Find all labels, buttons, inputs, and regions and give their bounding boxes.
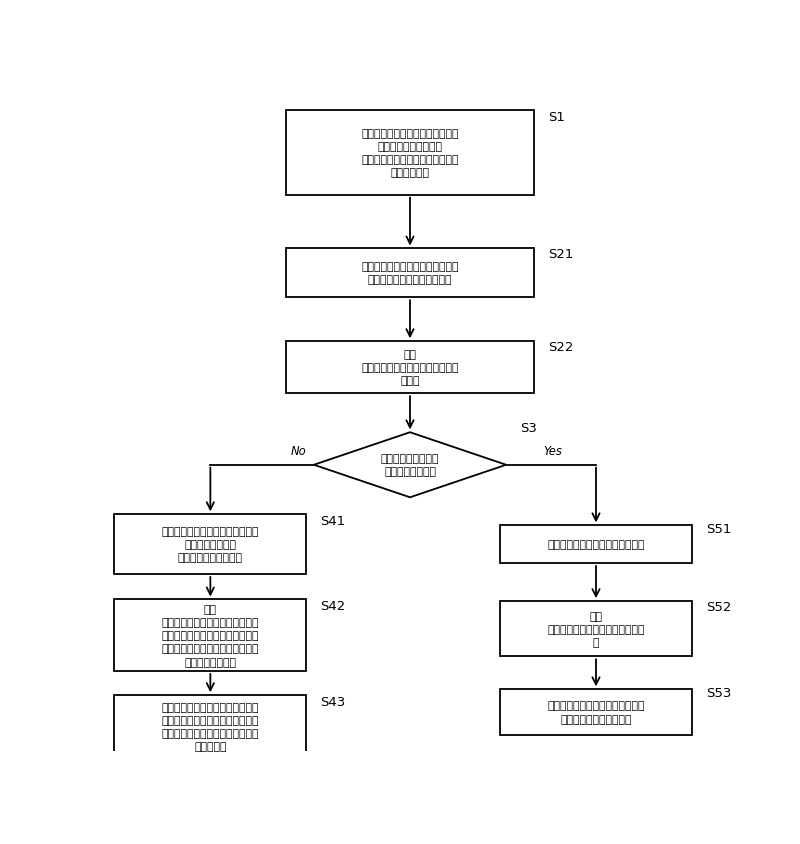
Text: 终端生成公私钥对，使用验证密钥
加密公钥，上传给前端服务器: 终端生成公私钥对，使用验证密钥 加密公钥，上传给前端服务器 (362, 262, 458, 285)
Text: S42: S42 (320, 600, 346, 613)
Text: Yes: Yes (543, 445, 562, 457)
Bar (286, 111, 534, 196)
Text: 前端
服务器使用会话密钥加密内容许可
证: 前端 服务器使用会话密钥加密内容许可 证 (547, 611, 645, 647)
Text: 终端使用会话密钥申请内容许可证: 终端使用会话密钥申请内容许可证 (547, 539, 645, 549)
Text: S53: S53 (706, 686, 731, 699)
Bar (114, 515, 306, 575)
Text: 判断所述终端内存中
是否存在会话密钥: 判断所述终端内存中 是否存在会话密钥 (381, 453, 439, 477)
Bar (286, 342, 534, 393)
Text: S43: S43 (320, 695, 346, 708)
Text: S22: S22 (548, 340, 573, 354)
Text: S41: S41 (320, 515, 346, 528)
Bar (286, 249, 534, 298)
Bar (500, 602, 692, 657)
Bar (500, 526, 692, 563)
Bar (114, 600, 306, 671)
Polygon shape (314, 433, 506, 498)
Text: 前端
服务器使用验证密钥解密公钥，保
存公钥: 前端 服务器使用验证密钥解密公钥，保 存公钥 (362, 349, 458, 386)
Text: S21: S21 (548, 248, 573, 261)
Bar (500, 690, 692, 735)
Text: S1: S1 (548, 111, 565, 124)
Text: S3: S3 (520, 421, 537, 434)
Text: 终端使用会话密钥解密内容许可证
，再解密内容，观看节目: 终端使用会话密钥解密内容许可证 ，再解密内容，观看节目 (547, 701, 645, 724)
Text: 前端
服务器使用公钥解密临时密钥，由
临时密钥加密内容许可证下发，服
务器随机生成会话密钥，由临时密
钥加密后附带下发: 前端 服务器使用公钥解密临时密钥，由 临时密钥加密内容许可证下发，服 务器随机生… (162, 604, 259, 667)
Bar (114, 695, 306, 758)
Text: 终端发送开户信息申请开户，门户
网站所述的终端及前端
服务器发送用户名和验证码，各自
生成验证密钥: 终端发送开户信息申请开户，门户 网站所述的终端及前端 服务器发送用户名和验证码，… (362, 128, 458, 178)
Text: S51: S51 (706, 522, 731, 535)
Text: S52: S52 (706, 600, 731, 613)
Text: 终端使用临时密钥解密内容许可证
，再解密内容，观看节目，同时，
使用临时密钥解密会话密钥，并保
存到内存中: 终端使用临时密钥解密内容许可证 ，再解密内容，观看节目，同时， 使用临时密钥解密… (162, 701, 259, 751)
Text: No: No (290, 445, 306, 457)
Text: 终端随机生成临时密钥，使用私钥
加密，上传给前端
服务器申请内容许可证: 终端随机生成临时密钥，使用私钥 加密，上传给前端 服务器申请内容许可证 (162, 527, 259, 563)
